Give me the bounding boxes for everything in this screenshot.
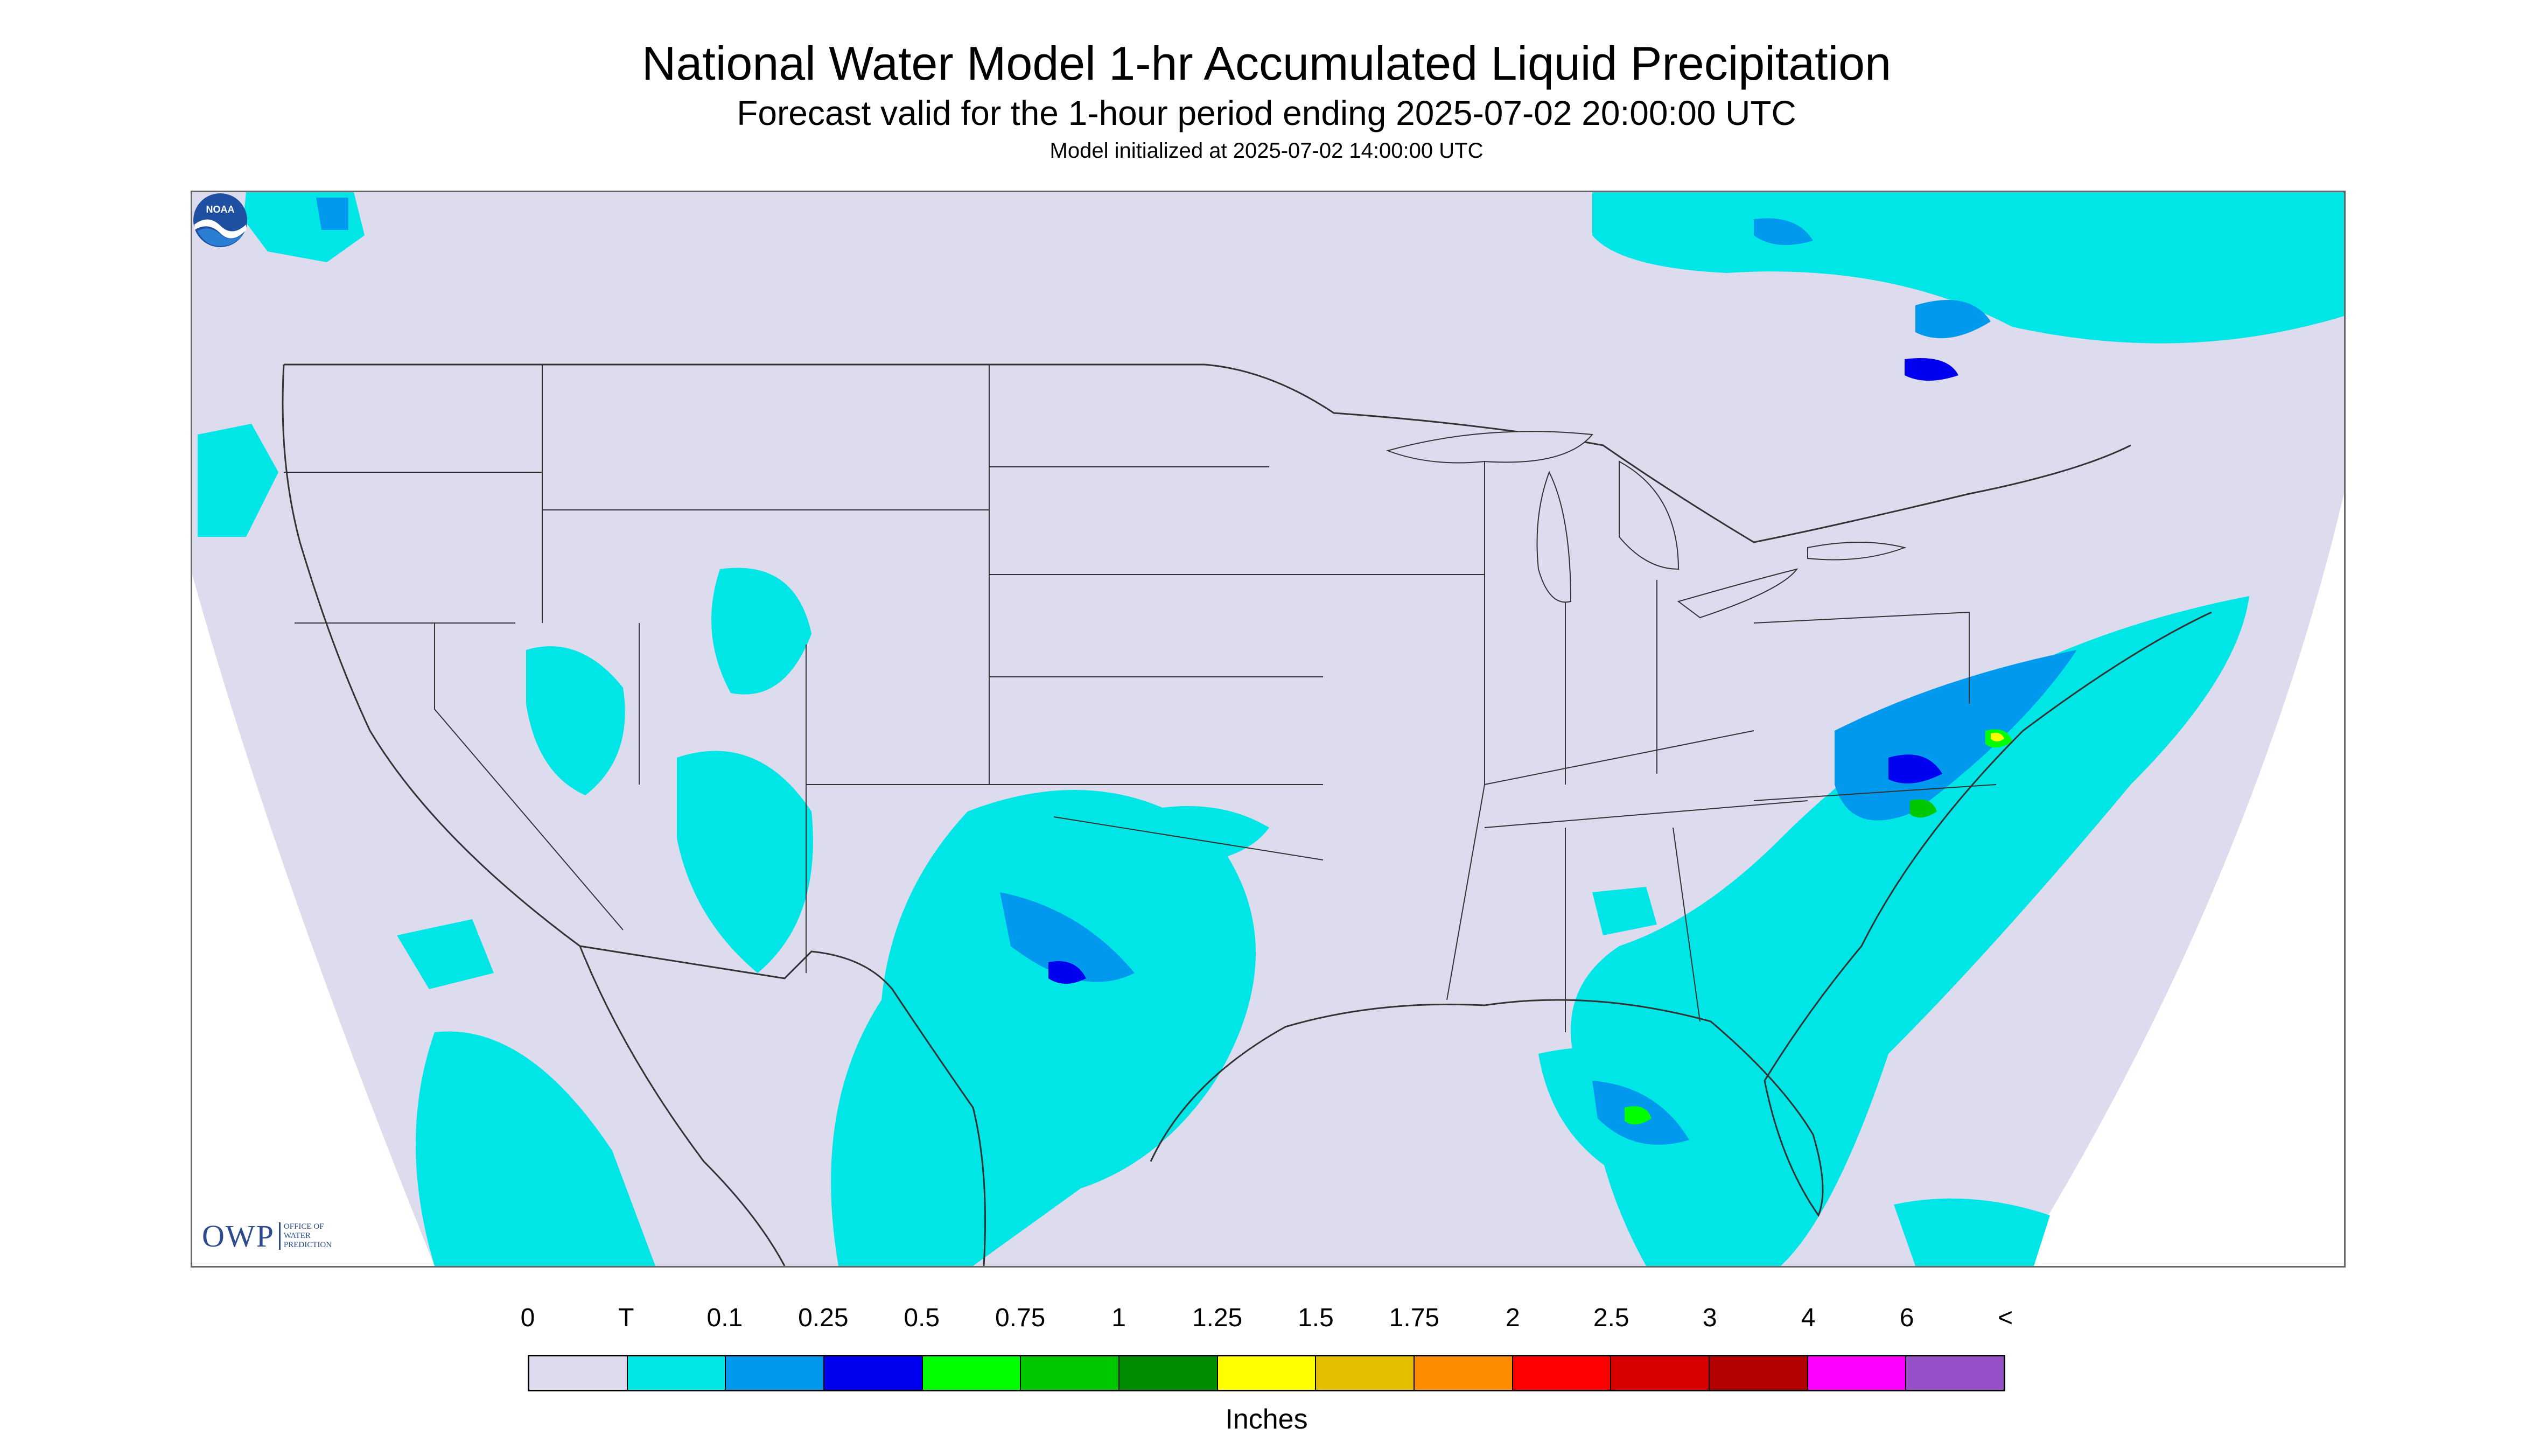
legend-tick-label: 0: [520, 1304, 535, 1332]
legend-swatch: [1217, 1356, 1317, 1390]
cell-yellow-1: [1991, 732, 2004, 741]
border-dakotas: [989, 365, 1269, 575]
precipitation-map[interactable]: OWP OFFICE OF WATER PREDICTION NOAA: [191, 191, 2346, 1268]
owp-logo-text: OWP: [202, 1218, 275, 1254]
legend-swatch: [824, 1356, 923, 1390]
legend-tick-label: 1.75: [1389, 1304, 1440, 1332]
legend-tick-label: 6: [1899, 1304, 1914, 1332]
cell-green-3: [1625, 1106, 1652, 1125]
cell-canada-2: [1754, 218, 1813, 245]
owp-logo-subtext: OFFICE OF WATER PREDICTION: [278, 1222, 348, 1250]
legend-tick-label: 4: [1801, 1304, 1816, 1332]
legend-tick-label: T: [618, 1304, 634, 1332]
border-pa-ny: [1753, 611, 1970, 704]
legend-color-bar: [528, 1355, 2005, 1391]
border-ca-nv: [434, 623, 624, 930]
legend-swatch: [1119, 1356, 1218, 1390]
baja-coast: [579, 946, 786, 1266]
cell-blue-2: [1888, 754, 1942, 783]
legend-tick-label: 0.1: [706, 1304, 743, 1332]
cell-texas: [1000, 892, 1135, 982]
lake-ontario: [1807, 542, 1907, 561]
legend-tick-label: 0.75: [995, 1304, 1046, 1332]
precip-area-great-basin: [526, 646, 625, 795]
border-tn: [1484, 800, 1808, 828]
legend-swatch: [1415, 1356, 1513, 1390]
cell-canada-1: [316, 198, 348, 230]
precip-area-oklahoma: [1140, 806, 1269, 865]
precip-area-southeast: [1592, 887, 1657, 935]
precip-heavy-cells: [1048, 358, 2012, 1125]
legend-swatch: [529, 1356, 628, 1390]
cell-canada-3: [1915, 300, 1991, 339]
legend-swatch: [1906, 1356, 2004, 1390]
legend-swatch: [1808, 1356, 1907, 1390]
border-ok-tx: [1053, 816, 1324, 860]
lake-superior: [1386, 431, 1593, 464]
owp-logo: OWP OFFICE OF WATER PREDICTION: [202, 1218, 348, 1254]
cell-blue-3: [1048, 961, 1086, 984]
gulf-coast: [1150, 611, 2212, 1217]
border-south: [1565, 827, 1701, 1032]
legend-swatch: [922, 1356, 1021, 1390]
west-coast: [282, 364, 580, 947]
precip-area-rockies: [711, 568, 811, 695]
map-canvas: [192, 192, 2344, 1266]
legend-swatch: [726, 1356, 825, 1390]
legend-tick-label: 1: [1111, 1304, 1126, 1332]
init-note: Model initialized at 2025-07-02 14:00:00…: [1049, 139, 1484, 163]
precip-area-texas: [831, 790, 1256, 1266]
border-va-nc: [1753, 784, 1997, 801]
cell-green-2: [1910, 799, 1937, 818]
chart-subtitle: Forecast valid for the 1-hour period end…: [737, 94, 1796, 132]
chart-title: National Water Model 1-hr Accumulated Li…: [641, 37, 1892, 90]
map-boundaries: [282, 363, 2212, 1266]
noaa-logo-text: NOAA: [206, 204, 235, 215]
cell-blue-1: [1905, 358, 1958, 381]
precip-area-baja: [397, 919, 494, 989]
precip-area-wa-coast: [198, 424, 278, 537]
noaa-logo: NOAA: [193, 193, 247, 247]
border-ohio: [1484, 730, 1754, 785]
legend-swatch: [1316, 1356, 1415, 1390]
legend-swatch: [1513, 1356, 1612, 1390]
us-canada-border: [284, 363, 2131, 543]
legend-swatch: [627, 1356, 726, 1390]
legend-tick-label: 2: [1505, 1304, 1520, 1332]
legend-units: Inches: [1225, 1404, 1308, 1435]
precip-area-mexico-west: [416, 1031, 655, 1266]
legend-swatch: [1710, 1356, 1808, 1390]
lake-erie: [1677, 568, 1799, 619]
legend-swatch: [1611, 1356, 1710, 1390]
legend-tick-label: 0.25: [798, 1304, 849, 1332]
legend-tick-label: 0.5: [904, 1304, 940, 1332]
state-borders: [284, 365, 1997, 1032]
lake-michigan: [1536, 471, 1572, 603]
legend-swatch: [1021, 1356, 1120, 1390]
great-lakes: [1386, 431, 1907, 619]
lake-huron: [1619, 460, 1680, 570]
border-midwest: [1565, 569, 1657, 785]
precip-area-cuba: [1894, 1198, 2050, 1266]
legend-tick-label: 3: [1702, 1304, 1717, 1332]
legend-tick-label: 1.25: [1192, 1304, 1243, 1332]
legend-tick-label: <: [1997, 1304, 2013, 1332]
us-mexico-border: [579, 945, 986, 1266]
legend-tick-label: 1.5: [1298, 1304, 1334, 1332]
legend-tick-label: 2.5: [1593, 1304, 1629, 1332]
precip-area-new-mexico: [677, 751, 813, 973]
